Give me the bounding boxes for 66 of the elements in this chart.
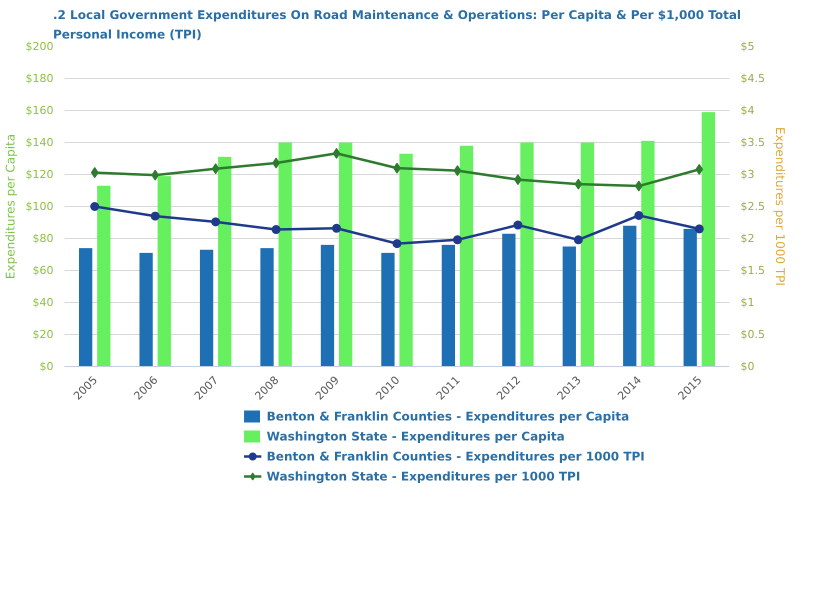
bar (218, 156, 232, 366)
point (513, 220, 522, 230)
point (634, 210, 644, 220)
y-tick-label: $20 (32, 328, 54, 341)
bar (97, 186, 110, 366)
bar (562, 246, 576, 366)
y-tick-label: $180 (26, 72, 54, 85)
bar (684, 228, 697, 366)
bar (442, 244, 456, 366)
y2-tick-label: $0 (740, 360, 754, 373)
bar (260, 248, 274, 366)
point (90, 202, 100, 211)
bar (79, 248, 92, 366)
bar (320, 244, 334, 366)
y2-tick-label: $3.5 (740, 136, 765, 149)
y2-tick-label: $1.5 (740, 264, 765, 277)
point (272, 225, 281, 234)
point (452, 235, 462, 244)
bar (460, 146, 474, 366)
point (211, 217, 220, 226)
y2-tick-label: $4 (740, 104, 754, 117)
point (694, 224, 704, 234)
y2-tick-label: $2.5 (740, 200, 765, 213)
legend-label: Washington State - Expenditures per 1000 TPI (266, 470, 580, 484)
bar (278, 142, 292, 366)
point (695, 164, 704, 175)
bar (641, 140, 655, 366)
bar (623, 226, 636, 366)
y2-tick-label: $1 (740, 296, 754, 309)
y2-tick-label: $0.5 (740, 328, 765, 341)
bar (139, 252, 153, 366)
bar (502, 234, 516, 366)
point (90, 167, 99, 178)
y2-tick-label: $5 (740, 40, 754, 53)
y-tick-label: $80 (32, 232, 54, 245)
bar (520, 142, 534, 366)
y-tick-label: $0 (40, 360, 54, 373)
bar (580, 142, 594, 366)
y-tick-label: $200 (26, 40, 54, 53)
bar (702, 112, 715, 366)
point (574, 235, 583, 244)
point (150, 212, 160, 221)
y2-axis-title: Expenditures per 1000 TPI (772, 127, 787, 286)
y-tick-label: $140 (26, 136, 54, 149)
y-tick-label: $120 (26, 168, 54, 181)
point (332, 224, 342, 233)
y-axis-title: Expenditures per Capita (4, 134, 18, 280)
y2-tick-label: $3 (740, 168, 754, 181)
legend-label: Benton & Franklin Counties - Expenditures per Capita (266, 410, 630, 424)
bar (200, 250, 214, 366)
y2-tick-label: $2 (740, 232, 754, 245)
bar (381, 252, 395, 366)
legend-label: Benton & Franklin Counties - Expenditures per 1000 TPI (266, 450, 645, 464)
y2-tick-label: $4.5 (740, 72, 765, 85)
chart-title: .2 Local Government Expenditures On Road Maintenance & Operations: Per Capita & Per $1,000 Total Personal Income (TPI) (52, 8, 742, 42)
point (151, 170, 160, 181)
y-tick-label: $60 (32, 264, 54, 277)
y-tick-label: $40 (32, 296, 54, 309)
bar (399, 154, 413, 366)
bar (158, 176, 171, 366)
y-tick-label: $160 (26, 104, 54, 117)
point (634, 180, 643, 192)
legend-label: Washington State - Expenditures per Capita (266, 430, 565, 444)
point (392, 239, 402, 248)
bar (338, 142, 352, 366)
y-tick-label: $100 (26, 200, 54, 213)
